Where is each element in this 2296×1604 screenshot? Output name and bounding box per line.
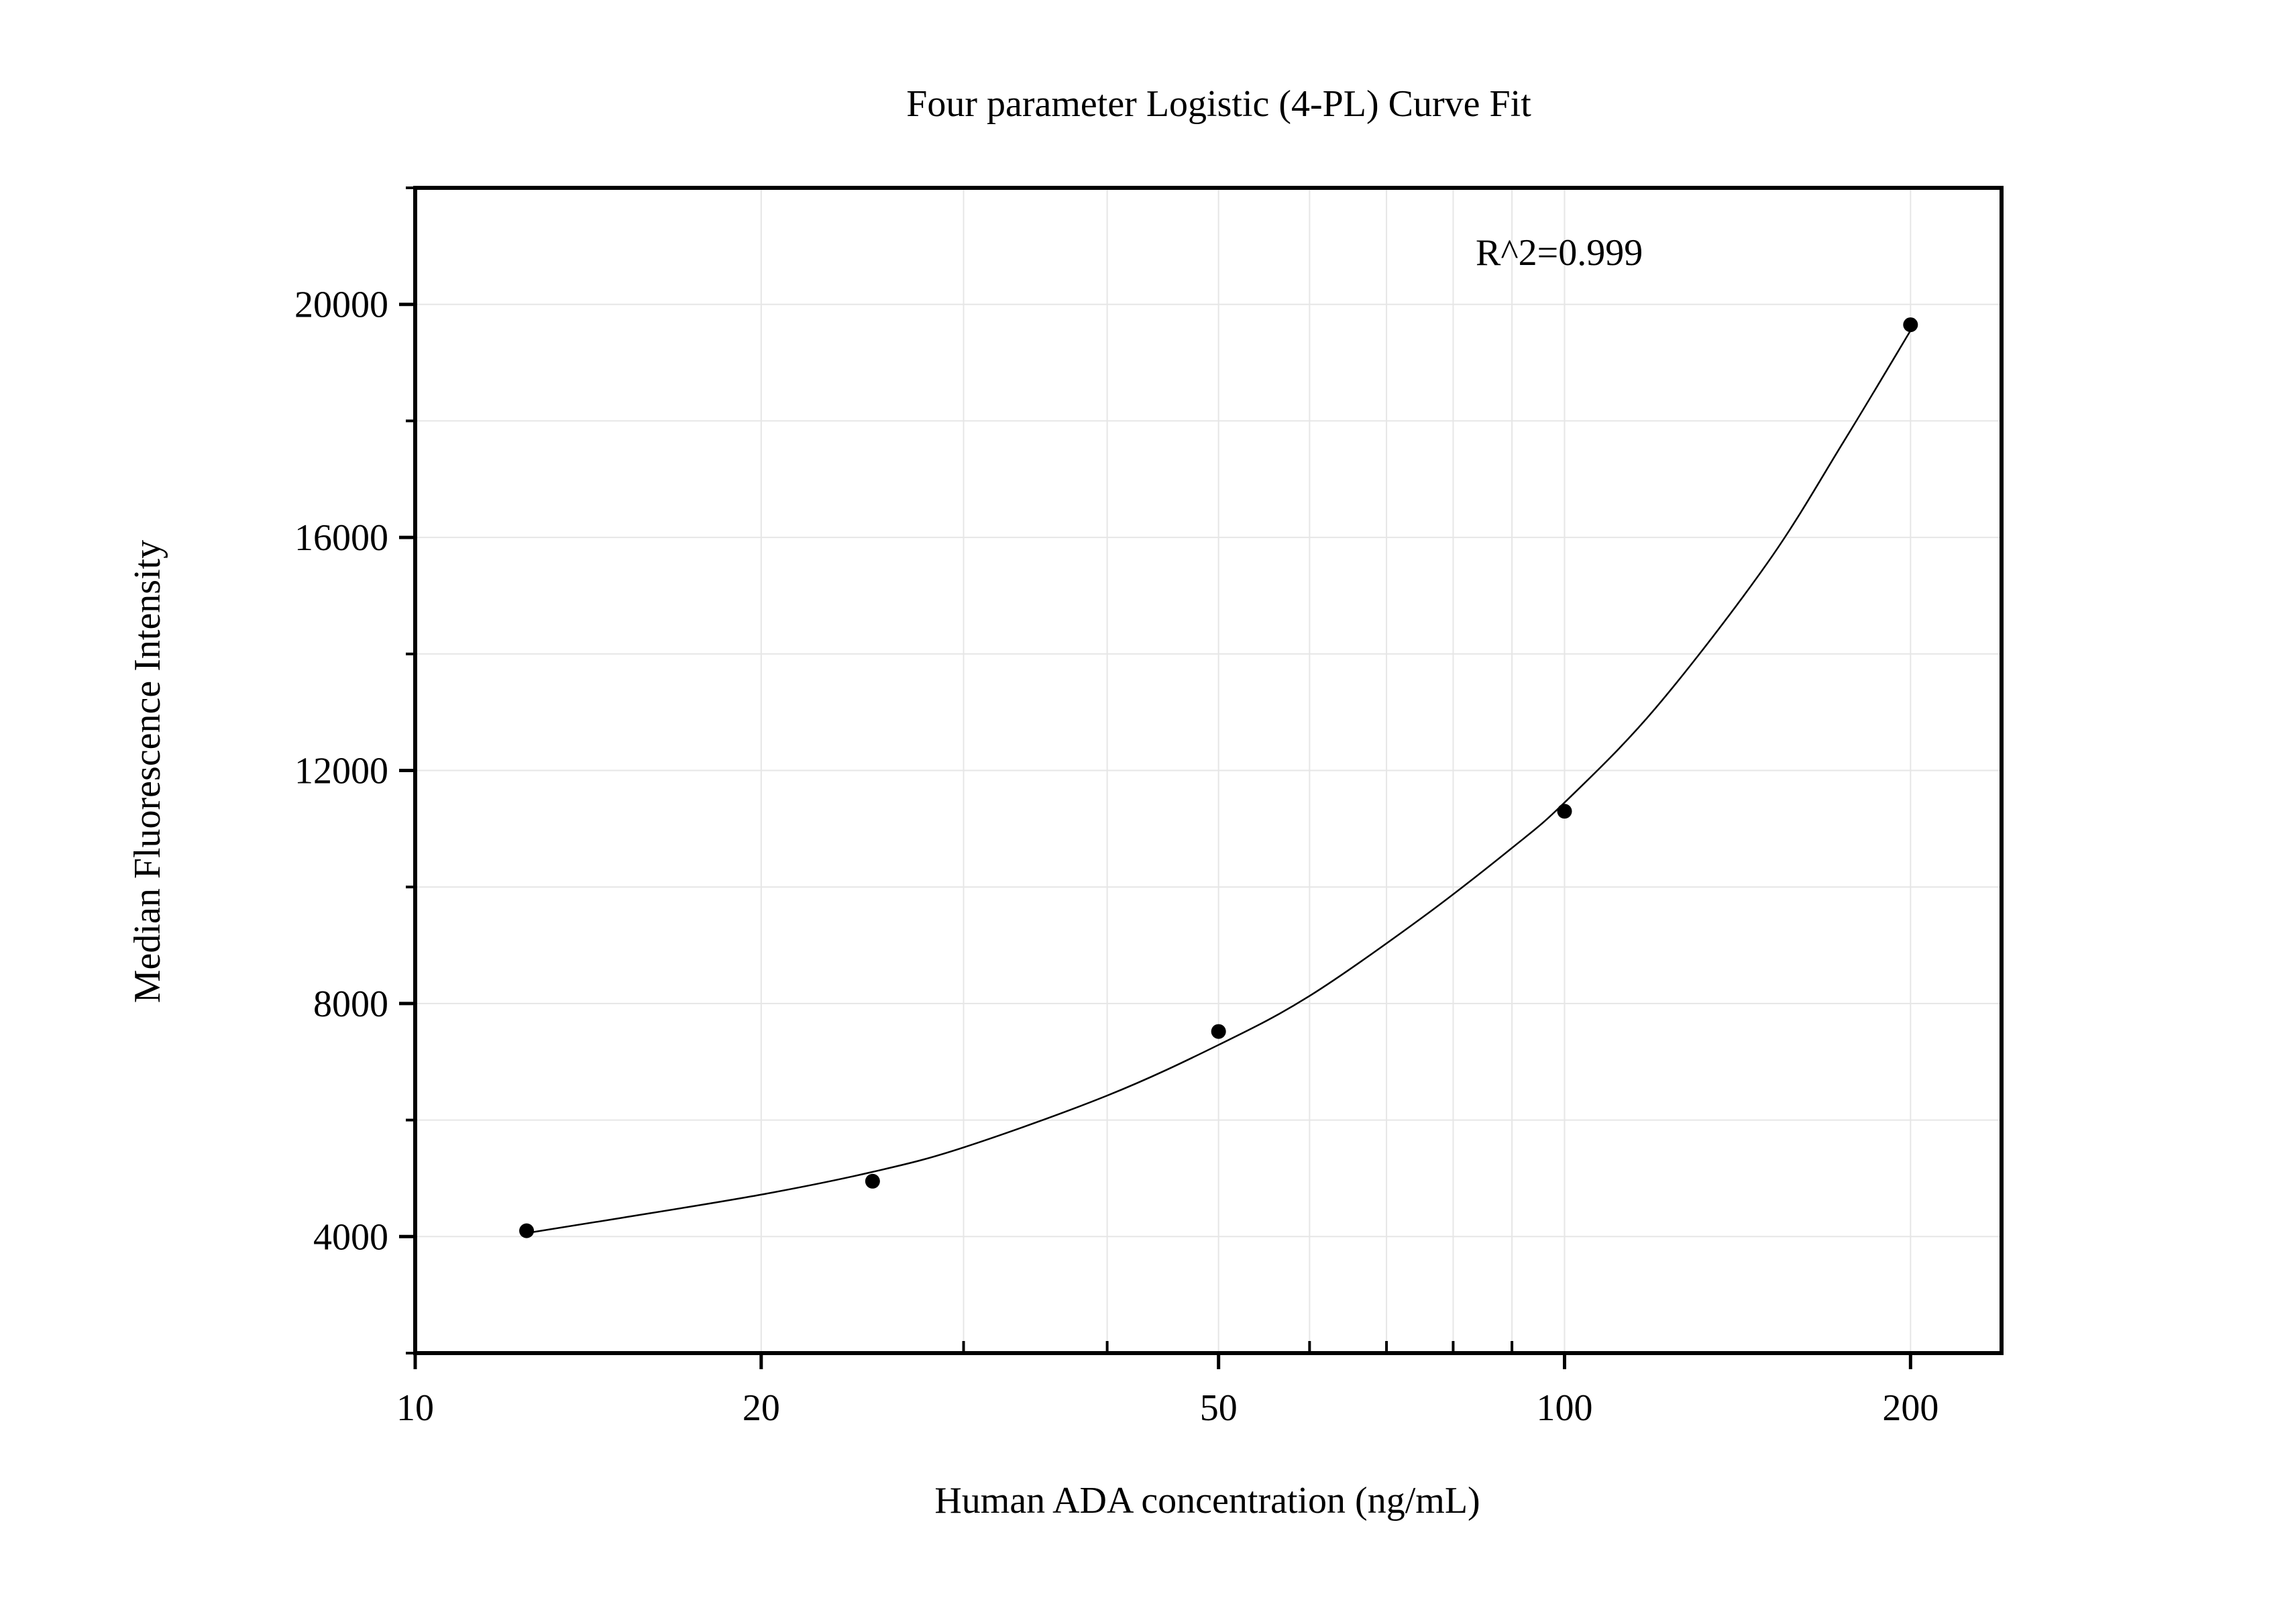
- x-axis-label: Human ADA concentration (ng/mL): [934, 1480, 1480, 1521]
- x-tick-label: 50: [1200, 1387, 1238, 1429]
- fit-curve-group: [526, 330, 1912, 1234]
- x-tick-label: 200: [1882, 1387, 1938, 1429]
- y-tick-label: 12000: [294, 751, 388, 792]
- y-tick-label: 20000: [294, 284, 388, 326]
- x-tick-label: 10: [396, 1387, 434, 1429]
- r-squared-annotation: R^2=0.999: [1476, 232, 1643, 274]
- y-tick-label: 16000: [294, 517, 388, 559]
- data-point: [1557, 804, 1572, 819]
- chart-title: Four parameter Logistic (4-PL) Curve Fit: [906, 83, 1531, 125]
- data-points: [519, 317, 1918, 1238]
- y-tick-labels: 4000 8000 12000 16000 20000: [294, 284, 388, 1259]
- x-tick-label: 20: [743, 1387, 780, 1429]
- data-point: [1903, 317, 1918, 333]
- y-tick-label: 8000: [313, 983, 388, 1025]
- y-axis-label: Median Fluorescence Intensity: [127, 540, 168, 1003]
- x-tick-label: 100: [1537, 1387, 1593, 1429]
- data-point: [865, 1173, 880, 1189]
- y-tick-label: 4000: [313, 1216, 388, 1258]
- data-point: [519, 1223, 535, 1238]
- axes: [399, 186, 2004, 1369]
- fit-curve-line: [526, 330, 1912, 1234]
- x-tick-labels: 10 20 50 100 200: [396, 1387, 1938, 1429]
- data-point: [1211, 1024, 1226, 1039]
